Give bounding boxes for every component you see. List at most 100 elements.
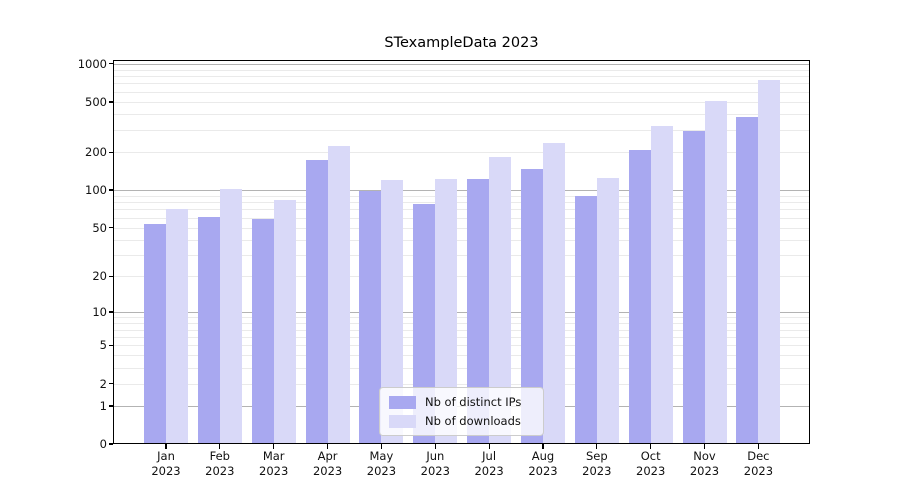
legend-label-distinct-ips: Nb of distinct IPs <box>425 395 522 409</box>
x-label-month: Sep <box>585 449 608 463</box>
chart-title: STexampleData 2023 <box>384 35 539 51</box>
gridline-minor-9 <box>114 317 809 319</box>
x-tick-jan <box>165 444 167 449</box>
x-label-year: 2023 <box>366 464 397 478</box>
x-tick-jul <box>488 444 490 449</box>
gridline-minor-700 <box>114 83 809 85</box>
x-label-year: 2023 <box>528 464 558 478</box>
y-tick-2 <box>108 382 113 385</box>
bar-nb-of-distinct-ips-jan <box>144 223 166 444</box>
x-label-month: Jul <box>482 449 497 463</box>
x-tick-label-jul: Jul 2023 <box>461 449 517 479</box>
bar-nb-of-distinct-ips-apr <box>305 160 328 444</box>
x-label-month: May <box>369 449 394 463</box>
x-label-month: Dec <box>747 449 770 463</box>
y-tick-label-0: 0 <box>99 437 107 451</box>
bar-nb-of-distinct-ips-may <box>359 190 382 444</box>
x-label-month: Apr <box>317 449 338 463</box>
gridline-minor-800 <box>114 76 809 78</box>
x-tick-label-jan: Jan 2023 <box>138 449 194 479</box>
gridline-minor-5 <box>114 345 809 347</box>
gridline-minor-3 <box>114 367 809 369</box>
gridline-minor-50 <box>114 227 809 229</box>
x-label-year: 2023 <box>689 464 720 478</box>
bar-nb-of-distinct-ips-dec <box>736 117 759 444</box>
gridline-minor-600 <box>114 91 809 93</box>
y-tick-1 <box>108 405 113 407</box>
x-tick-feb <box>219 444 221 449</box>
bar-nb-of-distinct-ips-oct <box>628 149 651 444</box>
y-tick-100 <box>108 189 113 191</box>
y-tick-10 <box>108 311 113 313</box>
bar-nb-of-downloads-jul <box>489 156 512 444</box>
x-label-month: Nov <box>693 449 716 463</box>
bar-nb-of-downloads-aug <box>543 142 565 444</box>
y-tick-label-50: 50 <box>92 220 107 235</box>
gridline-minor-900 <box>114 69 809 71</box>
gridline-minor-7 <box>114 329 809 331</box>
gridline-minor-70 <box>114 209 809 211</box>
legend-swatch-distinct-ips <box>389 395 416 409</box>
y-tick-0 <box>108 443 113 445</box>
bar-nb-of-downloads-may <box>381 180 404 444</box>
y-tick-50 <box>108 227 113 229</box>
y-tick-label-500: 500 <box>85 94 107 109</box>
bar-nb-of-distinct-ips-nov <box>682 131 705 444</box>
x-label-month: Oct <box>640 449 661 463</box>
x-tick-dec <box>757 444 759 449</box>
x-tick-label-nov: Nov 2023 <box>677 449 733 479</box>
y-tick-200 <box>108 151 113 153</box>
x-tick-label-sep: Sep 2023 <box>569 449 625 479</box>
x-label-year: 2023 <box>420 464 450 478</box>
x-tick-label-dec: Dec 2023 <box>730 449 786 479</box>
x-tick-jun <box>434 444 436 449</box>
x-tick-label-jun: Jun 2023 <box>407 449 463 479</box>
gridline-minor-80 <box>114 202 809 204</box>
x-label-year: 2023 <box>636 464 666 478</box>
gridline-minor-8 <box>114 323 809 325</box>
x-label-year: 2023 <box>743 464 774 478</box>
y-tick-label-5: 5 <box>99 338 107 353</box>
x-tick-label-oct: Oct 2023 <box>623 449 679 479</box>
x-tick-label-apr: Apr 2023 <box>300 449 356 479</box>
x-label-month: Jun <box>426 449 445 463</box>
bar-nb-of-downloads-jan <box>166 209 188 444</box>
x-tick-aug <box>542 444 544 449</box>
bar-nb-of-downloads-sep <box>596 178 619 444</box>
gridline-minor-40 <box>114 239 809 241</box>
gridline-minor-20 <box>114 276 809 278</box>
legend: Nb of distinct IPs Nb of downloads <box>379 387 544 436</box>
x-label-month: Feb <box>209 449 230 463</box>
legend-label-downloads: Nb of downloads <box>425 414 521 428</box>
y-tick-label-1000: 1000 <box>77 56 107 71</box>
y-tick-5 <box>108 344 113 347</box>
y-tick-label-100: 100 <box>85 183 107 197</box>
gridline-major-10 <box>114 312 809 313</box>
x-tick-mar <box>273 444 275 449</box>
y-tick-label-10: 10 <box>92 305 107 319</box>
y-tick-label-20: 20 <box>92 269 107 284</box>
bar-nb-of-distinct-ips-sep <box>574 195 597 444</box>
x-label-month: Aug <box>531 449 555 463</box>
y-tick-1000 <box>108 63 113 65</box>
gridline-minor-4 <box>114 355 809 357</box>
x-tick-label-may: May 2023 <box>353 449 409 479</box>
x-label-month: Jan <box>157 449 175 463</box>
x-tick-apr <box>326 444 329 449</box>
legend-entry-distinct-ips: Nb of distinct IPs <box>389 393 534 411</box>
gridline-major-1000 <box>114 63 809 65</box>
bar-nb-of-distinct-ips-feb <box>197 216 220 444</box>
y-tick-label-2: 2 <box>99 376 107 391</box>
y-tick-20 <box>108 275 113 278</box>
x-tick-nov <box>703 444 706 449</box>
x-label-year: 2023 <box>205 464 235 478</box>
gridline-major-100 <box>114 190 809 191</box>
x-tick-may <box>380 444 383 449</box>
bar-nb-of-downloads-mar <box>273 199 296 444</box>
gridline-minor-90 <box>114 195 809 197</box>
bar-nb-of-downloads-nov <box>704 100 727 444</box>
legend-swatch-downloads <box>389 414 416 428</box>
legend-entry-downloads: Nb of downloads <box>389 412 534 430</box>
gridline-minor-200 <box>114 152 809 154</box>
x-label-year: 2023 <box>151 464 181 478</box>
